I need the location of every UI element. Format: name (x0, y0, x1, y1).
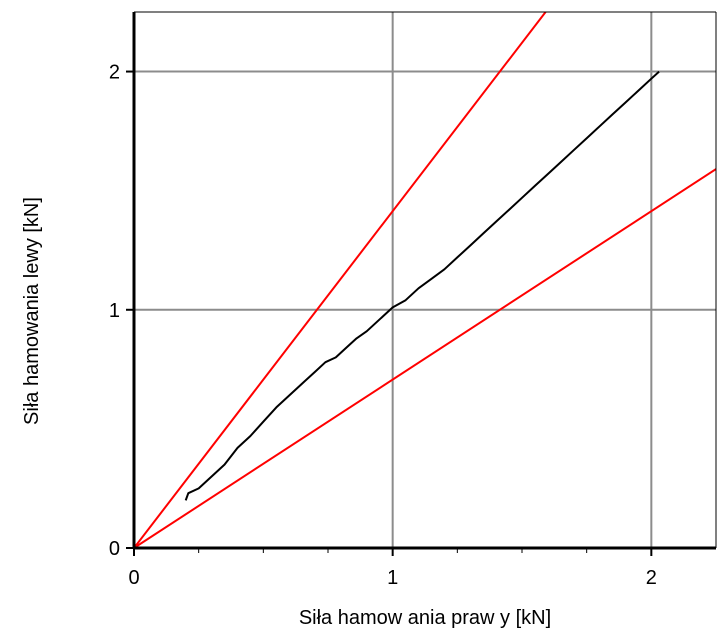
x-tick-label: 2 (646, 567, 657, 589)
y-tick-label: 0 (109, 538, 120, 560)
y-axis-title: Siła hamowania lewy [kN] (21, 197, 43, 425)
reference-line (134, 12, 547, 548)
axes (126, 11, 717, 556)
measured-curve (184, 70, 660, 501)
y-tick-label: 2 (109, 62, 120, 84)
tick-labels: 0 1 2 0 1 2 (109, 62, 657, 589)
x-tick-label: 0 (128, 567, 139, 589)
x-axis-title: Siła hamow ania praw y [kN] (299, 607, 551, 629)
grid (134, 12, 716, 548)
x-tick-label: 1 (387, 567, 398, 589)
plot-area (134, 12, 716, 548)
y-tick-label: 1 (109, 300, 120, 322)
reference-line (134, 167, 716, 548)
